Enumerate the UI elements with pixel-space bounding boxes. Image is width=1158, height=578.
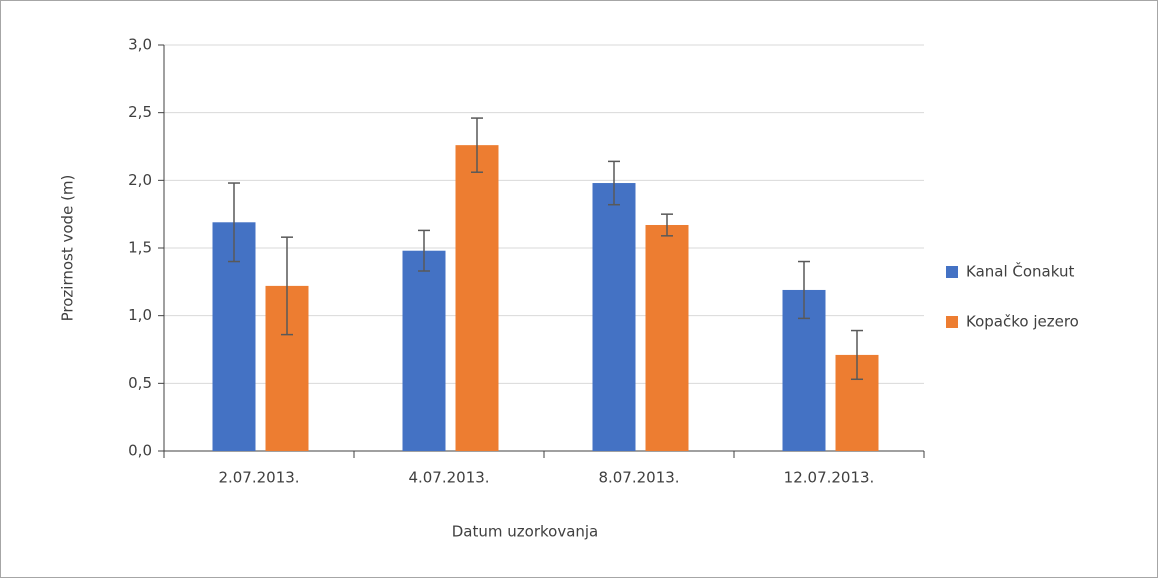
y-axis-title: Prozirnost vode (m) xyxy=(59,175,77,322)
legend-swatch xyxy=(946,266,958,278)
x-tick-label: 2.07.2013. xyxy=(218,469,299,487)
y-tick-label: 0,0 xyxy=(128,442,152,460)
legend-label: Kopačko jezero xyxy=(966,313,1079,331)
bar xyxy=(455,145,499,451)
legend-swatch xyxy=(946,316,958,328)
error-bar xyxy=(851,329,863,381)
error-bar xyxy=(228,182,240,263)
error-bar xyxy=(281,236,293,336)
bar xyxy=(592,183,636,452)
x-tick-label: 4.07.2013. xyxy=(408,469,489,487)
y-tick-label: 1,0 xyxy=(128,306,152,324)
error-bar xyxy=(798,260,810,320)
bar xyxy=(645,224,689,451)
legend-label: Kanal Čonakut xyxy=(966,262,1074,281)
y-tick-label: 2,5 xyxy=(128,103,152,121)
y-tick-label: 3,0 xyxy=(128,36,152,54)
bar xyxy=(402,250,446,451)
x-tick-label: 8.07.2013. xyxy=(598,469,679,487)
x-axis-title: Datum uzorkovanja xyxy=(452,523,599,541)
y-tick-label: 1,5 xyxy=(128,239,152,257)
error-bar xyxy=(608,160,620,206)
y-tick-label: 2,0 xyxy=(128,171,152,189)
error-bar xyxy=(418,229,430,272)
error-bar xyxy=(471,117,483,173)
y-tick-label: 0,5 xyxy=(128,374,152,392)
error-bar xyxy=(661,213,673,237)
x-tick-label: 12.07.2013. xyxy=(784,469,875,487)
